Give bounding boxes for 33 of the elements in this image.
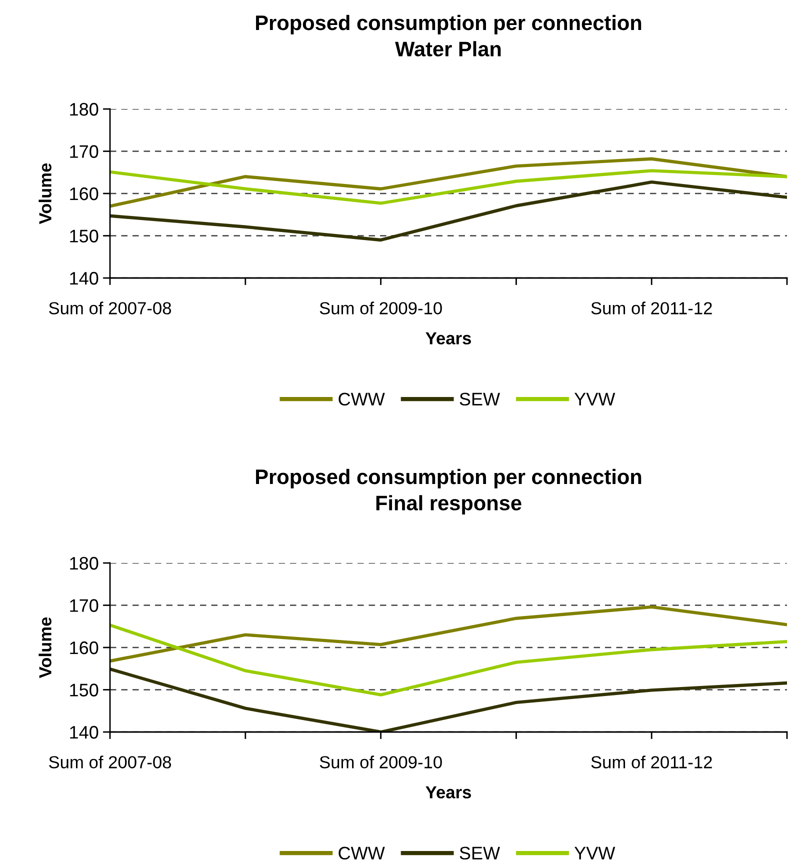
y-tick-label: 150: [70, 684, 98, 696]
legend-label: YVW: [574, 392, 616, 406]
x-tick-label: Sum of 2011-12: [591, 302, 712, 314]
y-axis-title: Volume: [38, 617, 52, 678]
chart-title: Proposed consumption per connection Water Plan: [256, 14, 642, 56]
line-series: [110, 169, 787, 205]
y-tick-label: 180: [70, 556, 98, 570]
legend-label: CWW: [338, 846, 385, 860]
chart-title: Proposed consumption per connection Final response: [256, 468, 642, 515]
x-tick-label: Sum of 2009-10: [320, 302, 442, 314]
x-axis-title: Years: [426, 786, 471, 798]
y-tick-label: 150: [70, 230, 98, 242]
line-series: [110, 180, 787, 242]
y-tick-label: 160: [70, 187, 98, 200]
x-tick-label: Sum of 2009-10: [320, 756, 442, 768]
x-tick-label: Sum of 2007-08: [49, 756, 172, 768]
x-tick-label: Sum of 2007-08: [49, 302, 172, 314]
y-tick-label: 170: [70, 145, 98, 158]
y-tick-label: 160: [70, 641, 98, 654]
legend-label: CWW: [338, 392, 385, 406]
legend-label: SEW: [460, 846, 500, 860]
y-axis-title: Volume: [38, 163, 52, 224]
x-tick-label: Sum of 2011-12: [591, 756, 712, 768]
y-tick-label: 140: [70, 272, 98, 285]
x-axis-title: Years: [426, 332, 471, 344]
y-tick-label: 170: [70, 599, 98, 612]
line-series: [110, 624, 787, 696]
y-tick-label: 140: [70, 726, 98, 739]
line-series: [110, 605, 787, 663]
legend-label: YVW: [574, 846, 616, 860]
legend-label: SEW: [460, 392, 500, 406]
y-tick-label: 180: [70, 102, 98, 116]
line-series: [110, 157, 787, 208]
